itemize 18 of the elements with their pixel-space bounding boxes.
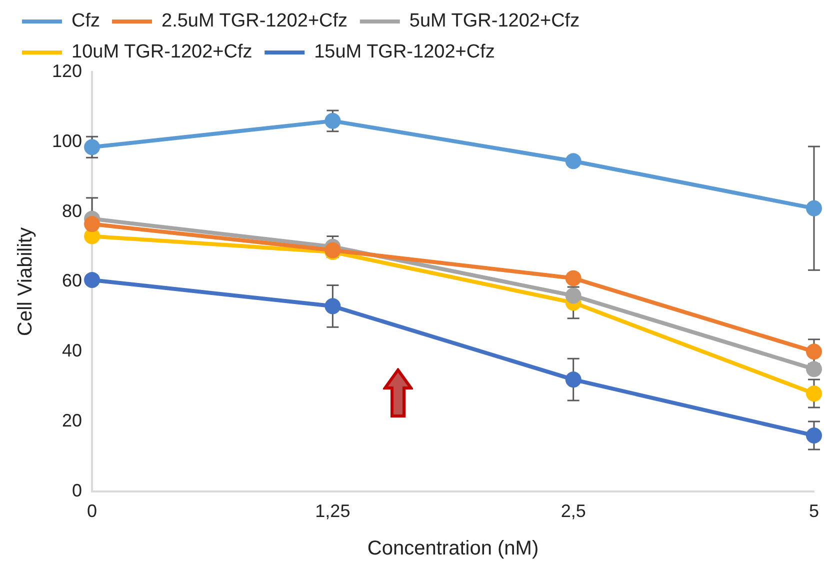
y-tick-label: 0 [72,480,82,500]
x-tick-label: 5 [808,501,819,522]
y-tick-label: 120 [52,60,82,81]
legend-label: 2.5uM TGR-1202+Cfz [162,10,348,32]
y-tick-label: 40 [62,340,82,361]
legend-label: Cfz [72,10,100,32]
x-tick-label: 0 [87,501,98,522]
legend-label: 5uM TGR-1202+Cfz [409,10,580,32]
y-tick-label: 20 [62,410,82,430]
y-tick-label: 80 [62,200,82,221]
y-tick-label: 60 [62,270,82,291]
x-tick-label: 1,25 [315,501,350,522]
y-tick-label: 100 [52,130,82,151]
legend-label: 15uM TGR-1202+Cfz [314,42,495,63]
x-axis-title: Concentration (nM) [367,538,539,560]
y-axis-title: Cell Viability [14,227,37,336]
x-tick-label: 2,5 [560,501,586,522]
legend-label: 10uM TGR-1202+Cfz [72,42,252,63]
